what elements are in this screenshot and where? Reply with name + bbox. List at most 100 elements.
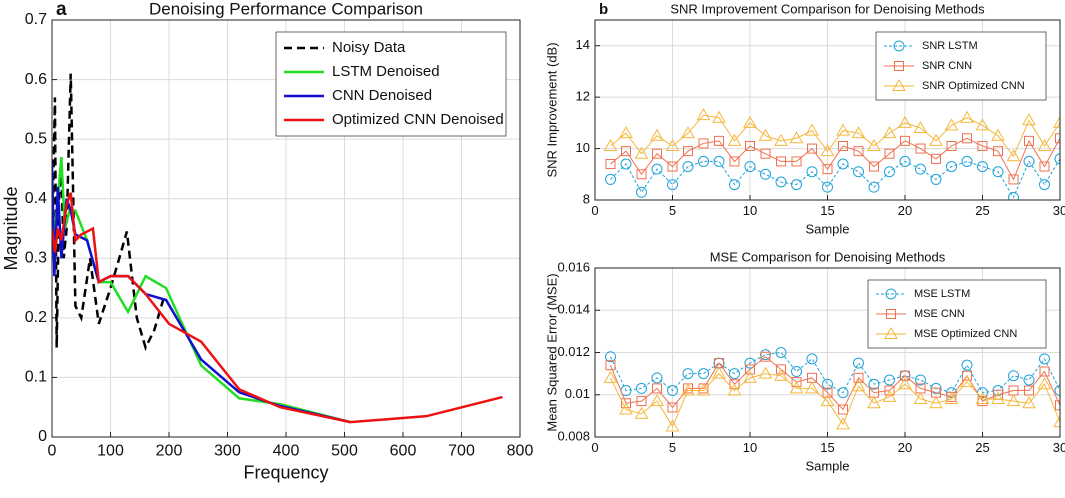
y-tick-label: 0.5	[25, 130, 47, 147]
legend-label: MSE CNN	[914, 308, 965, 320]
marker	[621, 398, 631, 409]
x-tick-label: 5	[669, 440, 676, 455]
y-tick-label: 0.012	[557, 344, 590, 359]
legend-label: SNR CNN	[922, 60, 972, 72]
marker	[1037, 377, 1052, 390]
marker	[915, 163, 926, 175]
marker	[712, 366, 726, 379]
marker	[1024, 385, 1034, 396]
marker	[805, 381, 819, 394]
marker	[977, 141, 988, 151]
marker	[634, 406, 649, 419]
x-tick-label: 100	[97, 443, 124, 460]
marker	[1008, 191, 1019, 200]
marker	[727, 133, 742, 146]
x-tick-label: 5	[669, 203, 676, 218]
marker	[867, 138, 881, 151]
x-tick-label: 0	[591, 203, 598, 218]
marker	[605, 159, 616, 169]
marker	[851, 379, 866, 392]
marker	[776, 364, 786, 375]
marker	[900, 370, 910, 381]
chart-title: Denoising Performance Comparison	[149, 0, 423, 18]
marker	[822, 387, 833, 398]
marker	[975, 391, 990, 404]
marker	[758, 128, 773, 141]
x-tick-label: 10	[743, 440, 757, 455]
marker	[960, 375, 974, 388]
marker	[743, 115, 757, 128]
legend-label: SNR Optimized CNN	[922, 80, 1025, 92]
marker	[962, 133, 972, 144]
marker	[1024, 135, 1034, 146]
y-tick-label: 0.2	[25, 309, 47, 326]
marker	[892, 78, 906, 91]
x-tick-label: 400	[273, 443, 300, 460]
marker	[882, 126, 897, 139]
marker	[729, 379, 740, 390]
marker	[820, 144, 835, 157]
axes-frame	[594, 19, 1061, 201]
marker	[605, 351, 616, 363]
marker	[822, 164, 833, 175]
series-line	[610, 137, 1060, 181]
marker	[977, 161, 988, 173]
marker	[789, 381, 804, 394]
marker	[698, 368, 709, 380]
marker	[1008, 370, 1019, 382]
marker	[931, 153, 941, 164]
marker	[868, 181, 880, 193]
marker	[853, 146, 864, 157]
x-tick-label: 800	[507, 443, 534, 460]
y-tick-label: 0.6	[25, 71, 47, 88]
marker	[729, 368, 740, 380]
marker	[714, 135, 724, 146]
marker	[729, 156, 740, 167]
marker	[1022, 113, 1036, 126]
y-tick-label: 8	[583, 191, 590, 206]
marker	[894, 61, 904, 71]
x-tick-label: 0	[48, 443, 57, 460]
marker	[851, 126, 866, 139]
marker	[1054, 153, 1060, 165]
marker	[760, 168, 771, 180]
marker	[760, 148, 771, 159]
marker	[1055, 400, 1060, 411]
x-tick-label: 0	[591, 440, 598, 455]
y-tick-label: 0.008	[557, 428, 590, 443]
marker	[838, 404, 848, 415]
legend-label: CNN Denoised	[332, 87, 432, 104]
marker	[820, 394, 835, 407]
y-tick-label: 0.4	[25, 190, 47, 207]
marker	[620, 158, 632, 170]
marker	[944, 391, 959, 404]
marker	[605, 173, 616, 185]
marker	[1023, 155, 1035, 167]
y-tick-label: 0.014	[557, 302, 590, 317]
y-tick-label: 14	[576, 37, 590, 52]
panel-label: a	[56, 0, 67, 20]
legend-label: Noisy Data	[332, 39, 406, 56]
marker	[603, 370, 618, 383]
marker	[822, 181, 833, 193]
marker	[1006, 394, 1021, 407]
marker	[681, 126, 695, 139]
marker	[930, 173, 942, 185]
x-axis-label: Sample	[805, 458, 849, 473]
marker	[621, 146, 631, 157]
marker	[882, 389, 897, 402]
marker	[1039, 366, 1050, 377]
y-axis-label: SNR Improvement (dB)	[544, 42, 559, 177]
marker	[696, 108, 711, 121]
y-tick-label: 0.01	[565, 386, 590, 401]
y-tick-label: 0.3	[25, 250, 47, 267]
marker	[636, 186, 647, 198]
x-tick-label: 15	[820, 440, 834, 455]
marker	[884, 385, 895, 396]
chart-title: SNR Improvement Comparison for Denoising…	[670, 1, 985, 16]
x-tick-label: 20	[898, 440, 912, 455]
marker	[619, 402, 633, 415]
marker	[946, 141, 957, 151]
y-axis-label: Magnitude	[1, 186, 21, 270]
marker	[900, 135, 910, 146]
